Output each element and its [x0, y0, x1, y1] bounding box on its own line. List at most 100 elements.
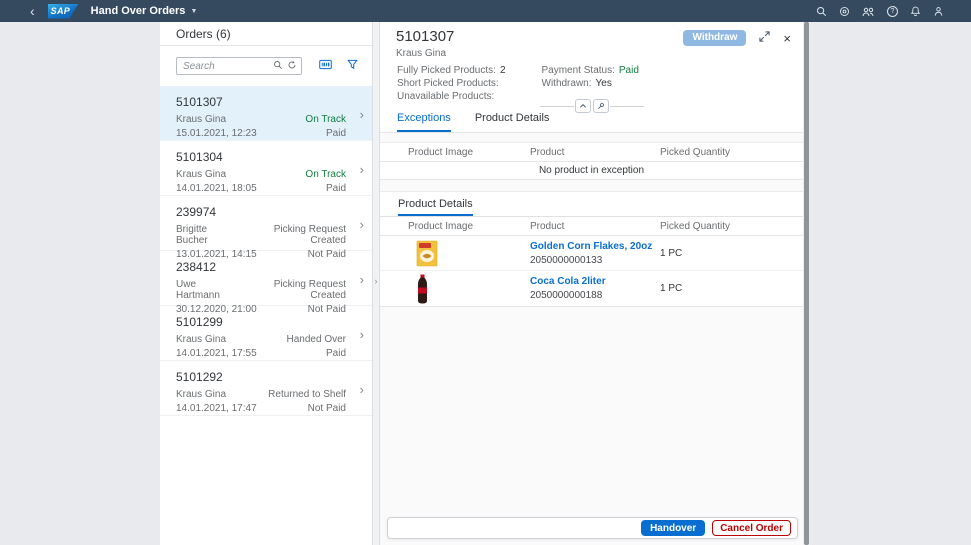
back-button[interactable]: ‹ — [30, 3, 35, 19]
order-detail-customer: Kraus Gina — [396, 48, 447, 59]
product-details-section-header: Product Details — [380, 192, 803, 217]
product-details-table-header: Product Image Product Picked Quantity — [380, 217, 803, 236]
exceptions-table-header: Product Image Product Picked Quantity — [380, 143, 803, 162]
order-payment-status: Paid — [325, 348, 346, 359]
order-status: Returned to Shelf — [268, 389, 346, 400]
divider — [539, 105, 574, 107]
chevron-right-icon: › — [359, 107, 364, 122]
unavailable-label: Unavailable Products: — [397, 91, 495, 102]
column-picked-quantity: Picked Quantity — [660, 146, 731, 158]
bell-icon[interactable] — [910, 6, 921, 17]
cola-bottle-product-image — [418, 274, 427, 303]
search-icon[interactable] — [273, 57, 283, 75]
product-details-section: Product Details Product Image Product Pi… — [380, 191, 803, 307]
product-details-rows: Golden Corn Flakes, 20oz 2050000000133 1 P… — [380, 236, 803, 306]
order-detail-title: 5101307 — [396, 28, 455, 45]
person-icon[interactable] — [933, 6, 944, 17]
column-picked-quantity: Picked Quantity — [660, 220, 731, 232]
help-icon[interactable]: ? — [887, 5, 898, 17]
column-product: Product — [530, 220, 565, 232]
barcode-scan-icon[interactable] — [319, 57, 332, 75]
order-customer: Kraus Gina — [176, 389, 227, 400]
fully-picked-label: Fully Picked Products: — [397, 65, 496, 76]
orders-list-header: Orders (6) — [160, 22, 372, 46]
order-datetime: 14.01.2021, 17:55 — [176, 348, 257, 359]
order-status: On Track — [305, 114, 346, 125]
order-status: Picking Request Created — [273, 224, 346, 246]
order-id: 5101307 — [176, 95, 223, 109]
cancel-order-button[interactable]: Cancel Order — [712, 520, 791, 536]
order-payment-status: Not Paid — [307, 403, 346, 414]
vertical-scrollbar[interactable] — [803, 22, 810, 545]
order-list-item-239974[interactable]: 239974 Brigitte Bucher Picking Request Cre… — [160, 196, 372, 260]
order-id: 5101292 — [176, 370, 223, 384]
orders-list: 5101307 Kraus Gina On Track 15.01.2021, 12:… — [160, 86, 372, 545]
search-input[interactable] — [183, 60, 269, 72]
sap-logo: SAP — [47, 3, 79, 19]
close-icon[interactable]: × — [783, 30, 791, 46]
order-id: 239974 — [176, 205, 217, 219]
order-customer: Brigitte Bucher — [176, 224, 208, 246]
search-field[interactable] — [176, 57, 302, 75]
filter-icon[interactable] — [347, 57, 358, 75]
order-status: On Track — [305, 169, 346, 180]
withdrawn-label: Withdrawn: — [541, 78, 592, 89]
order-list-item-5101307[interactable]: 5101307 Kraus Gina On Track 15.01.2021, 12:… — [160, 86, 372, 141]
order-status: Picking Request Created — [273, 279, 346, 301]
order-payment-status: Not Paid — [307, 249, 346, 260]
product-name-link[interactable]: Coca Cola 2liter — [530, 276, 606, 287]
order-detail-header: 5101307 Kraus Gina Withdraw × Fully Pick… — [380, 22, 803, 113]
order-datetime: 13.01.2021, 14:15 — [176, 249, 257, 260]
order-detail-panel: 5101307 Kraus Gina Withdraw × Fully Pick… — [380, 22, 803, 545]
product-row: Golden Corn Flakes, 20oz 2050000000133 1 P… — [380, 236, 803, 271]
product-ean: 2050000000188 — [530, 290, 603, 301]
picked-quantity: 1 PC — [660, 247, 683, 259]
exceptions-empty-row: No product in exception — [380, 162, 803, 179]
exceptions-table: Product Image Product Picked Quantity No… — [380, 142, 803, 180]
product-details-title: Product Details — [398, 198, 473, 216]
order-list-item-5101292[interactable]: 5101292 Kraus Gina Returned to Shelf 14.01.… — [160, 361, 372, 416]
split-view-divider[interactable]: › — [372, 22, 380, 545]
group-icon[interactable] — [862, 6, 875, 17]
detail-footer-bar: Handover Cancel Order — [387, 517, 798, 539]
shell-bar: ‹ SAP Hand Over Orders ▼ ? — [0, 0, 971, 22]
refresh-icon[interactable] — [287, 57, 297, 75]
app-title-menu[interactable]: Hand Over Orders ▼ — [91, 5, 198, 17]
orders-toolbar — [160, 46, 372, 86]
header-collapse-controls — [380, 98, 803, 114]
order-list-item-5101299[interactable]: 5101299 Kraus Gina Handed Over 14.01.2021, … — [160, 306, 372, 361]
app-title: Hand Over Orders — [90, 5, 186, 17]
order-customer: Kraus Gina — [176, 334, 227, 345]
chevron-right-icon: › — [359, 217, 364, 232]
chevron-right-icon: › — [359, 272, 364, 287]
copilot-icon[interactable] — [839, 6, 850, 17]
orders-list-title: Orders (6) — [176, 26, 231, 41]
sap-logo-text: SAP — [50, 6, 71, 16]
handover-button[interactable]: Handover — [641, 520, 706, 536]
order-facts: Fully Picked Products: 2 Short Picked Pro… — [397, 64, 639, 103]
search-icon[interactable] — [816, 6, 827, 17]
tab-exceptions[interactable]: Exceptions — [397, 112, 451, 132]
pin-header-button[interactable] — [592, 99, 609, 113]
withdrawn-value: Yes — [595, 78, 612, 89]
splitter-expand-arrow-icon[interactable]: › — [374, 276, 378, 286]
order-payment-status: Paid — [325, 128, 346, 139]
collapse-header-button[interactable] — [574, 99, 591, 113]
picked-quantity: 1 PC — [660, 283, 683, 294]
divider — [609, 105, 644, 107]
product-name-link[interactable]: Golden Corn Flakes, 20oz — [530, 240, 653, 252]
payment-status-value: Paid — [618, 65, 639, 76]
order-id: 5101299 — [176, 315, 223, 329]
scrollbar-thumb[interactable] — [804, 22, 809, 545]
order-id: 5101304 — [176, 150, 223, 164]
withdraw-button[interactable]: Withdraw — [683, 30, 747, 46]
order-list-item-5101304[interactable]: 5101304 Kraus Gina On Track 14.01.2021, 18:… — [160, 141, 372, 196]
short-picked-label: Short Picked Products: — [397, 78, 499, 89]
full-screen-icon[interactable] — [759, 29, 770, 47]
tab-product-details[interactable]: Product Details — [474, 112, 550, 124]
order-list-item-238412[interactable]: 238412 Uwe Hartmann Picking Request Create… — [160, 251, 372, 315]
column-product-image: Product Image — [408, 146, 474, 158]
order-customer: Kraus Gina — [176, 169, 227, 180]
product-ean: 2050000000133 — [530, 254, 603, 266]
